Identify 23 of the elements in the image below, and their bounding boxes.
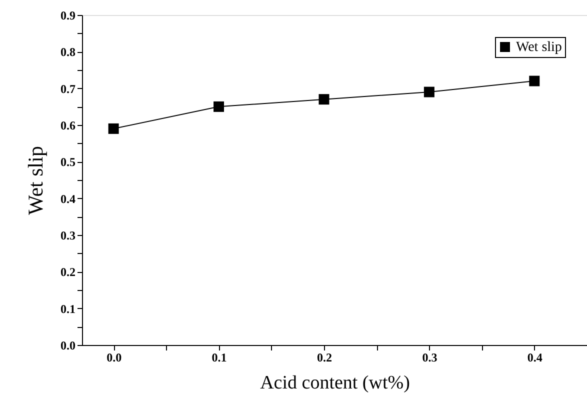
y-axis-title: Wet slip	[24, 146, 48, 215]
y-tick-label: 0.1	[60, 302, 76, 316]
x-tick-label: 0.3	[422, 350, 438, 364]
x-tick-label: 0.2	[316, 350, 332, 364]
y-tick-label: 0.5	[60, 155, 76, 170]
point	[424, 86, 434, 98]
x-tick-label: 0.4	[527, 350, 542, 364]
y-tick-label: 0.0	[60, 338, 76, 352]
point	[108, 123, 119, 134]
x-tick-label: 0.0	[106, 350, 122, 364]
point	[214, 101, 224, 112]
y-tick-label: 0.7	[60, 82, 76, 96]
legend-label: Wet slip	[516, 40, 562, 55]
y-tick-label: 0.2	[60, 265, 76, 280]
y-tick-label: 0.6	[60, 118, 76, 132]
x-axis-title: Acid content (wt%)	[260, 372, 410, 394]
y-tick-label: 0.8	[60, 45, 76, 60]
y-tick-label: 0.4	[60, 192, 76, 206]
point	[529, 76, 540, 86]
point	[318, 94, 330, 105]
x-tick-label: 0.1	[212, 350, 227, 364]
y-tick-label: 0.9	[60, 8, 76, 22]
y-tick-label: 0.3	[60, 228, 76, 242]
